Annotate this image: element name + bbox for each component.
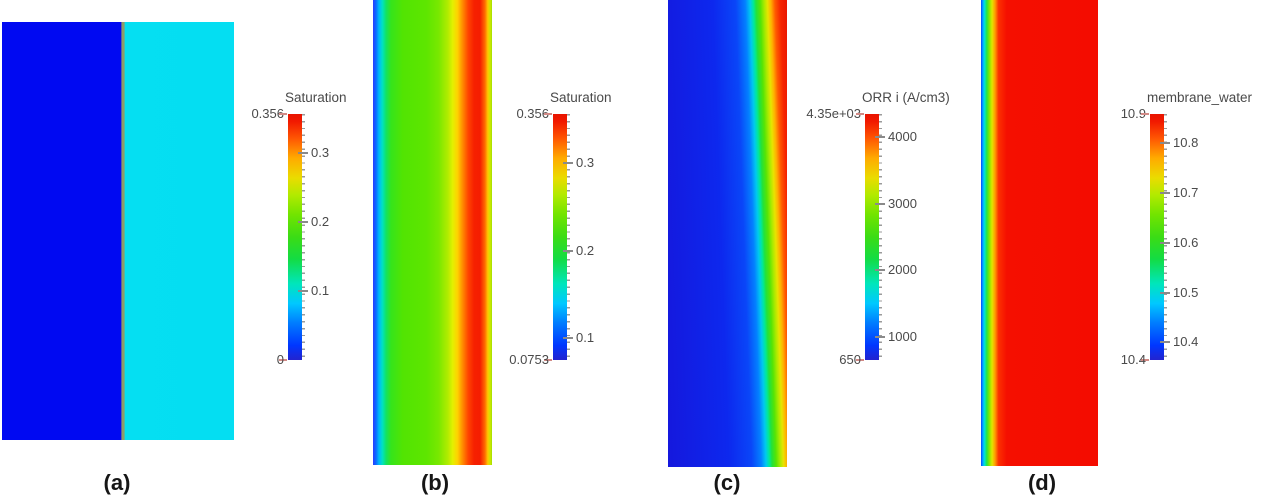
colorbar-b-bar	[553, 114, 567, 360]
colorbar-b-min-tick	[544, 359, 552, 361]
colorbar-d-min-label: 10.4	[1120, 352, 1146, 367]
colorbar-tick-mark	[1160, 191, 1170, 194]
colorbar-tick-label: 0.3	[576, 155, 595, 171]
colorbar-b-max-tick	[544, 113, 552, 115]
colorbar-tick-mark	[875, 202, 885, 205]
colorbar-b-max-label: 0.356	[516, 106, 549, 121]
colorbar-d: membrane_water 10.9 10.8 10.7 10.6 10.5 10.4…	[1080, 88, 1252, 383]
colorbar-tick-label: 0.1	[311, 282, 330, 298]
colorbar-c-minor-ticks	[879, 114, 882, 360]
colorbar-c: ORR i (A/cm3) 4.35e+03 4000 3000 2000 1000 …	[795, 88, 949, 383]
colorbar-tick-label: 0.3	[311, 144, 330, 160]
colorbar-b-title: Saturation	[550, 90, 612, 105]
colorbar-tick-mark	[298, 151, 308, 154]
colorbar-tick-label: 0.2	[311, 213, 330, 229]
colorbar-c-min-label: 650	[839, 352, 861, 367]
colorbar-tick-label: 10.7	[1173, 184, 1199, 200]
colorbar-a-bar	[288, 114, 302, 360]
colorbar-tick-label: 1000	[888, 328, 917, 344]
colorbar-tick-mark	[1160, 241, 1170, 244]
colorbar-c-ticks: 4000 3000 2000 1000	[865, 114, 935, 360]
panel-d-field	[981, 0, 1098, 466]
panel-c-label: (c)	[713, 470, 741, 495]
colorbar-b: Saturation 0.356 0.3 0.2 0.1 0.0753	[483, 88, 633, 383]
panel-c-field	[668, 0, 787, 467]
colorbar-c-max-label: 4.35e+03	[806, 106, 861, 121]
colorbar-tick-mark	[1160, 341, 1170, 344]
colorbar-d-minor-ticks	[1164, 114, 1167, 360]
colorbar-a-max-tick	[279, 113, 287, 115]
colorbar-b-ticks: 0.3 0.2 0.1	[553, 114, 623, 360]
colorbar-tick-label: 10.8	[1173, 135, 1199, 151]
colorbar-tick-label: 3000	[888, 195, 917, 211]
colorbar-tick-mark	[563, 337, 573, 340]
panel-d-label: (d)	[1027, 470, 1057, 495]
colorbar-a-minor-ticks	[302, 114, 305, 360]
colorbar-tick-label: 0.1	[576, 330, 595, 346]
colorbar-d-title: membrane_water	[1147, 90, 1253, 105]
colorbar-d-ticks: 10.8 10.7 10.6 10.5 10.4	[1150, 114, 1220, 360]
colorbar-c-bar	[865, 114, 879, 360]
colorbar-tick-mark	[875, 269, 885, 272]
colorbar-a-min-tick	[279, 359, 287, 361]
colorbar-tick-mark	[298, 220, 308, 223]
panel-a-field	[2, 22, 234, 440]
colorbar-tick-mark	[563, 162, 573, 165]
colorbar-a-min-label: 0	[276, 352, 284, 367]
panel-b-label: (b)	[420, 470, 450, 495]
colorbar-d-max-tick	[1141, 113, 1149, 115]
colorbar-tick-label: 0.2	[576, 242, 595, 258]
colorbar-a-max-label: 0.356	[251, 106, 284, 121]
panel-b-field	[373, 0, 492, 465]
colorbar-tick-mark	[1160, 292, 1170, 295]
colorbar-b-minor-ticks	[567, 114, 570, 360]
colorbar-tick-label: 10.4	[1173, 334, 1199, 350]
colorbar-tick-mark	[875, 335, 885, 338]
colorbar-a-title: Saturation	[285, 90, 347, 105]
colorbar-d-bar	[1150, 114, 1164, 360]
colorbar-a: Saturation 0.356 0.3 0.2 0.1 0	[218, 88, 368, 383]
colorbar-a-ticks: 0.3 0.2 0.1	[288, 114, 358, 360]
colorbar-d-max-label: 10.9	[1120, 106, 1146, 121]
colorbar-c-max-tick	[856, 113, 864, 115]
colorbar-tick-mark	[563, 249, 573, 252]
colorbar-tick-label: 2000	[888, 262, 917, 278]
colorbar-tick-label: 4000	[888, 129, 917, 145]
colorbar-tick-mark	[298, 289, 308, 292]
colorbar-tick-label: 10.6	[1173, 234, 1199, 250]
colorbar-tick-label: 10.5	[1173, 285, 1199, 301]
colorbar-c-min-tick	[856, 359, 864, 361]
colorbar-tick-mark	[1160, 142, 1170, 145]
colorbar-tick-mark	[875, 136, 885, 139]
panel-a-label: (a)	[103, 470, 131, 495]
colorbar-b-min-label: 0.0753	[509, 352, 549, 367]
colorbar-c-title: ORR i (A/cm3)	[862, 90, 950, 105]
colorbar-d-min-tick	[1141, 359, 1149, 361]
